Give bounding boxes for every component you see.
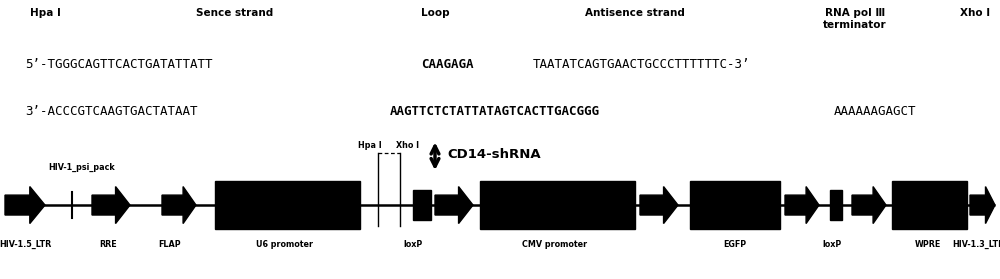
Text: CD14-shRNA: CD14-shRNA bbox=[447, 148, 541, 161]
Polygon shape bbox=[970, 187, 995, 223]
Text: Xho I: Xho I bbox=[960, 8, 990, 18]
Bar bbox=[690, 181, 780, 229]
Bar bbox=[480, 181, 635, 229]
Text: loxP: loxP bbox=[822, 240, 842, 249]
Bar bbox=[892, 181, 967, 229]
Text: AAAAAAGAGCT: AAAAAAGAGCT bbox=[833, 105, 916, 118]
Text: HIV-1.3_LTR: HIV-1.3_LTR bbox=[952, 240, 1000, 249]
Bar bbox=[830, 190, 842, 220]
Text: Sence strand: Sence strand bbox=[196, 8, 274, 18]
Text: TAATATCAGTGAACTGCCCTTTTTTC-3’: TAATATCAGTGAACTGCCCTTTTTTC-3’ bbox=[532, 58, 750, 71]
Polygon shape bbox=[162, 187, 196, 223]
Polygon shape bbox=[5, 187, 45, 223]
Bar bbox=[413, 190, 431, 220]
Polygon shape bbox=[785, 187, 819, 223]
Polygon shape bbox=[852, 187, 886, 223]
Polygon shape bbox=[435, 187, 473, 223]
Text: RNA pol Ⅲ
terminator: RNA pol Ⅲ terminator bbox=[823, 8, 887, 30]
Text: FLAP: FLAP bbox=[159, 240, 181, 249]
Text: Hpa I: Hpa I bbox=[358, 141, 382, 150]
Polygon shape bbox=[640, 187, 678, 223]
Text: EGFP: EGFP bbox=[723, 240, 747, 249]
Text: CAAGAGA: CAAGAGA bbox=[421, 58, 474, 71]
Text: loxP: loxP bbox=[403, 240, 423, 249]
Text: HIV-1.5_LTR: HIV-1.5_LTR bbox=[0, 240, 51, 249]
Text: Hpa I: Hpa I bbox=[30, 8, 61, 18]
Text: CMV promoter: CMV promoter bbox=[522, 240, 588, 249]
Text: Antisence strand: Antisence strand bbox=[585, 8, 685, 18]
Text: Loop: Loop bbox=[421, 8, 449, 18]
Text: RRE: RRE bbox=[99, 240, 117, 249]
Text: 5’-TGGGCAGTTCACTGATATTATT: 5’-TGGGCAGTTCACTGATATTATT bbox=[25, 58, 212, 71]
Bar bbox=[215, 181, 360, 229]
Text: WPRE: WPRE bbox=[915, 240, 941, 249]
Text: HIV-1_psi_pack: HIV-1_psi_pack bbox=[49, 163, 115, 172]
Polygon shape bbox=[92, 187, 130, 223]
Text: U6 promoter: U6 promoter bbox=[256, 240, 314, 249]
Text: AAGTTCTCTATTATAGTCACTTGACGGG: AAGTTCTCTATTATAGTCACTTGACGGG bbox=[390, 105, 600, 118]
Text: Xho I: Xho I bbox=[396, 141, 420, 150]
Text: 3’-ACCCGTCAAGTGACTATAAT: 3’-ACCCGTCAAGTGACTATAAT bbox=[25, 105, 198, 118]
